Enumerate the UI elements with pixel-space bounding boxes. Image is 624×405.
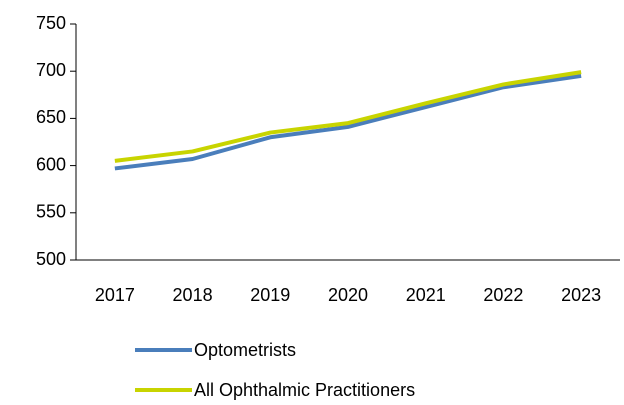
y-tick-label: 500 [36,249,66,269]
y-tick-label: 700 [36,60,66,80]
series-line [114,70,582,163]
y-tick-label: 600 [36,154,66,174]
legend-label: All Ophthalmic Practitioners [194,380,415,400]
y-tick-label: 750 [36,13,66,33]
y-tick-label: 550 [36,202,66,222]
x-tick-label: 2018 [173,285,213,305]
series-line [114,73,582,171]
x-tick-label: 2023 [561,285,601,305]
x-tick-label: 2022 [483,285,523,305]
y-tick-label: 650 [36,107,66,127]
legend-label: Optometrists [194,340,296,360]
x-tick-label: 2019 [250,285,290,305]
x-tick-label: 2017 [95,285,135,305]
x-tick-label: 2021 [406,285,446,305]
x-tick-label: 2020 [328,285,368,305]
